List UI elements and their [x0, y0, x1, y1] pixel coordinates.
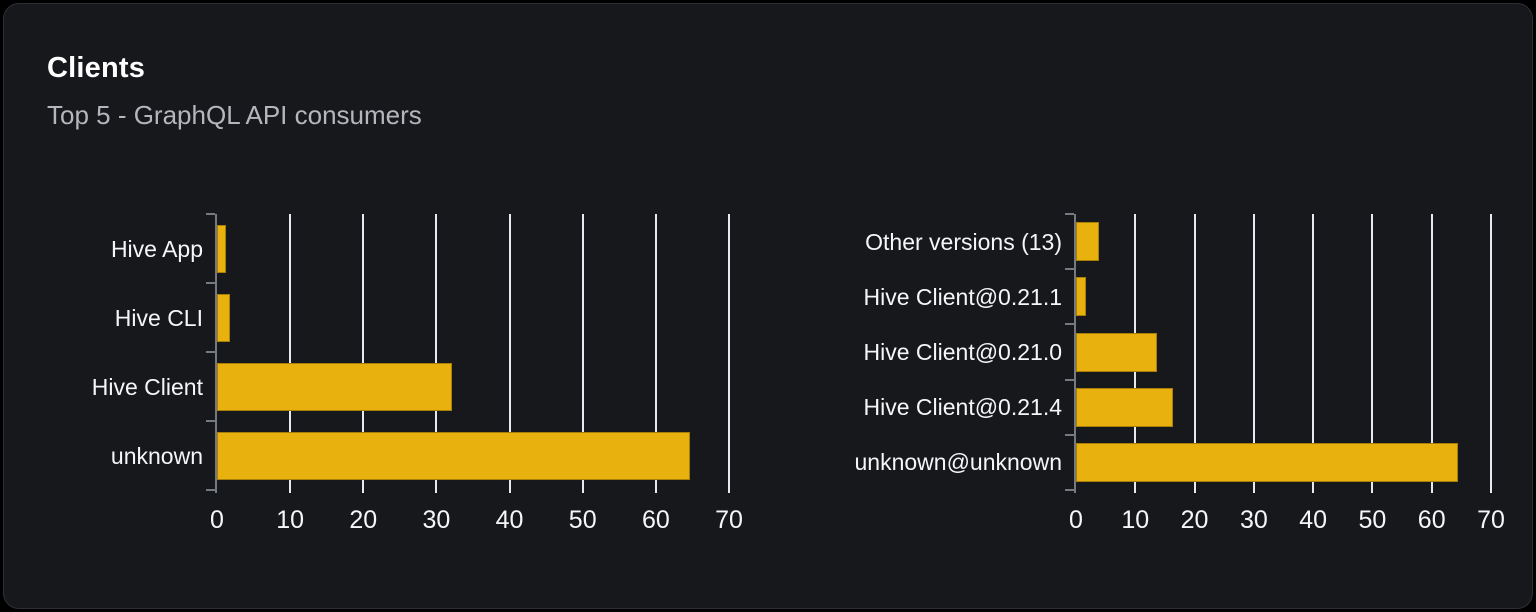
x-tick-label: 0 [210, 506, 224, 534]
x-tick-label: 10 [1121, 506, 1150, 534]
x-tick-label: 40 [1299, 506, 1328, 534]
bar[interactable] [1076, 442, 1458, 482]
x-tick-label: 20 [349, 506, 378, 534]
y-axis-tick [206, 489, 215, 491]
y-axis-tick [1065, 323, 1074, 326]
y-axis-tick [1065, 378, 1074, 381]
y-axis-tick [206, 351, 215, 353]
gridline [1490, 214, 1492, 493]
category-label: Hive Client@0.21.1 [863, 283, 1063, 310]
category-label: unknown [110, 442, 203, 469]
gridline [1252, 214, 1255, 493]
page-subtitle: Top 5 - GraphQL API consumers [47, 100, 422, 130]
x-tick-label: 0 [1069, 506, 1083, 534]
category-label: Hive Client@0.21.0 [863, 339, 1063, 365]
bar[interactable] [217, 224, 226, 273]
x-tick-label: 70 [715, 506, 743, 534]
page-title: Clients [47, 52, 146, 84]
y-axis-tick [1065, 213, 1074, 215]
gridline [435, 214, 438, 493]
category-label: Other versions (13) [865, 228, 1062, 255]
gridline [1371, 214, 1374, 493]
category-label: Hive App [110, 235, 203, 262]
y-axis-line [1074, 214, 1076, 493]
bar[interactable] [217, 293, 231, 342]
bar[interactable] [1076, 332, 1158, 372]
category-label: Hive CLI [114, 304, 203, 331]
gridline [1430, 214, 1433, 493]
gridline [508, 214, 511, 493]
gridline [1312, 214, 1315, 493]
x-tick-label: 30 [1239, 506, 1268, 534]
x-tick-label: 60 [641, 506, 670, 534]
x-tick-label: 10 [276, 506, 305, 534]
bar[interactable] [1076, 222, 1099, 262]
gridline [289, 214, 292, 493]
y-axis-tick [1065, 433, 1074, 436]
y-axis-tick [206, 213, 215, 215]
category-label: unknown@unknown [854, 449, 1062, 476]
category-label: Hive Client@0.21.4 [863, 394, 1063, 421]
x-tick-label: 40 [495, 506, 524, 534]
x-tick-label: 70 [1477, 506, 1505, 534]
gridline [654, 214, 657, 493]
category-label: Hive Client [91, 373, 203, 400]
gridline [362, 214, 365, 493]
y-axis-tick [1065, 268, 1074, 271]
x-tick-label: 50 [1358, 506, 1387, 534]
gridline [728, 214, 730, 493]
x-tick-label: 60 [1417, 506, 1446, 534]
y-axis-line [215, 214, 217, 493]
bar[interactable] [1076, 277, 1087, 317]
x-tick-label: 50 [568, 506, 597, 534]
gridline [1193, 214, 1196, 493]
y-axis-tick [1065, 489, 1074, 491]
bar[interactable] [217, 362, 452, 411]
clients-card: Clients Top 5 - GraphQL API consumers Hi… [3, 3, 1533, 609]
x-tick-label: 20 [1180, 506, 1209, 534]
y-axis-tick [206, 282, 215, 284]
bar[interactable] [217, 431, 690, 480]
y-axis-tick [206, 420, 215, 422]
gridline [581, 214, 584, 493]
x-tick-label: 30 [422, 506, 451, 534]
bar[interactable] [1076, 387, 1173, 427]
